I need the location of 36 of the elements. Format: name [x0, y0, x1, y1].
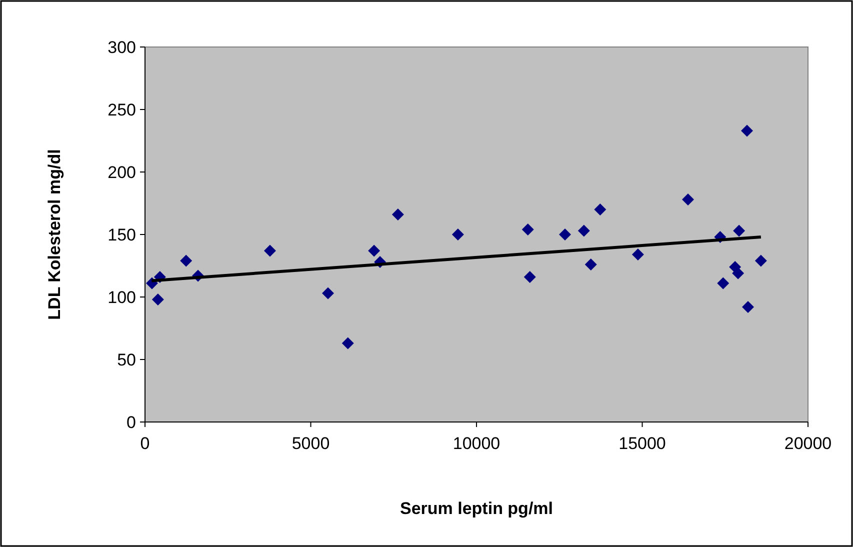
point	[754, 254, 767, 267]
point	[717, 277, 730, 290]
x-tick-label: 10000	[452, 434, 500, 453]
point	[368, 244, 380, 257]
point	[322, 287, 334, 300]
point	[733, 224, 746, 237]
point	[342, 337, 354, 350]
point	[452, 228, 464, 240]
point	[522, 224, 534, 236]
y-tick-label: 50	[117, 350, 136, 370]
point	[264, 244, 276, 257]
x-axis-title: Serum leptin pg/ml	[400, 499, 554, 518]
y-axis-title: LDL Kolesterol mg/dl	[45, 149, 64, 320]
y-tick-label: 200	[108, 162, 136, 182]
y-tick-label: 300	[108, 38, 136, 57]
point	[152, 294, 164, 306]
x-tick-label: 15000	[618, 434, 666, 453]
point	[392, 208, 404, 220]
point	[180, 254, 192, 267]
point	[578, 224, 590, 237]
point	[732, 267, 744, 280]
x-tick-label: 20000	[784, 434, 832, 453]
point	[682, 194, 694, 206]
y-tick-label: 100	[108, 288, 136, 307]
x-tick-label: 5000	[292, 434, 330, 453]
point	[741, 124, 754, 137]
point	[559, 228, 572, 240]
y-tick-label: 0	[126, 412, 136, 432]
y-tick-label: 150	[108, 225, 136, 244]
point	[584, 258, 597, 270]
y-tick-label: 250	[108, 100, 136, 120]
point	[742, 301, 754, 313]
x-tick-label: 0	[140, 434, 150, 453]
point	[524, 271, 536, 283]
point	[632, 248, 644, 260]
point	[594, 204, 606, 216]
